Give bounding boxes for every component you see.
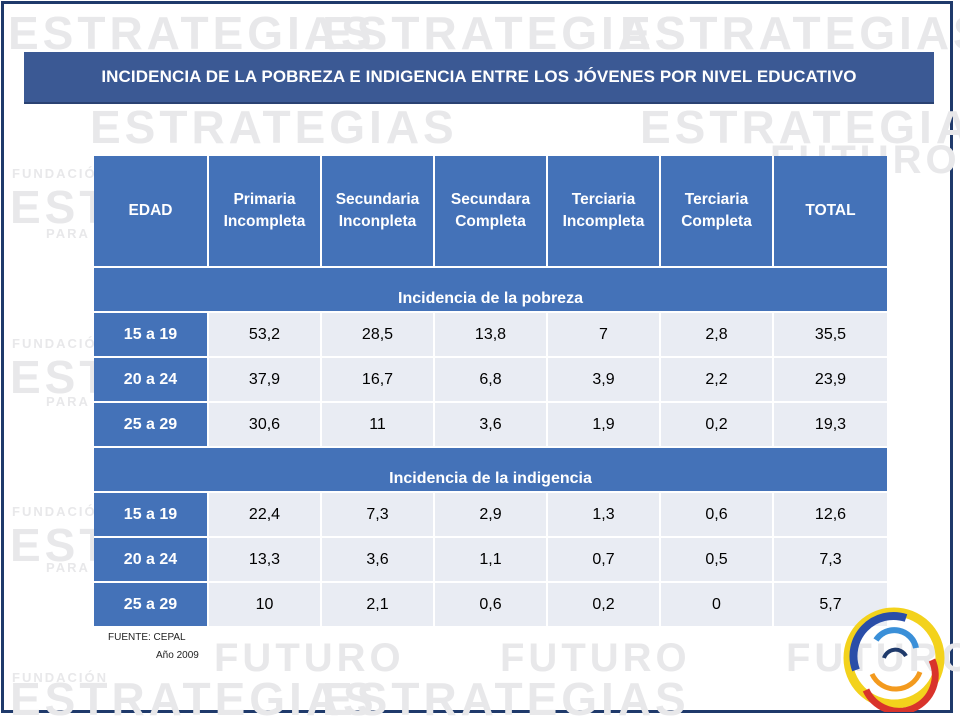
watermark-strategies: ESTRATEGIAS — [10, 673, 378, 720]
total-cell: 12,6 — [772, 491, 887, 537]
value-cell: 7,3 — [320, 491, 434, 537]
value-cell: 0,6 — [659, 491, 773, 537]
section-title: Incidencia de la pobreza — [94, 266, 887, 312]
header-tertiary-complete: Terciaria Completa — [659, 156, 773, 267]
value-cell: 1,9 — [546, 401, 660, 447]
age-cell: 20 a 24 — [94, 536, 208, 582]
watermark-foundation: FUNDACIÓN — [12, 336, 108, 351]
total-cell: 7,3 — [772, 536, 887, 582]
watermark-future: FUTURO — [786, 636, 960, 680]
watermark-strategies: ESTRATEGIAS — [8, 7, 376, 59]
value-cell: 3,9 — [546, 356, 660, 402]
watermark-foundation: FUNDACIÓN — [12, 504, 108, 519]
header-secondary-complete: Secundara Completa — [433, 156, 547, 267]
age-cell: 15 a 19 — [94, 311, 208, 357]
section-row-indigence: Incidencia de la indigencia — [94, 446, 887, 492]
poverty-table: EDAD Primaria Incompleta Secundaria Inco… — [94, 156, 887, 626]
value-cell: 0,2 — [659, 401, 773, 447]
table-row: 20 a 24 13,3 3,6 1,1 0,7 0,5 7,3 — [94, 536, 887, 582]
table-row: 25 a 29 10 2,1 0,6 0,2 0 5,7 — [94, 581, 887, 626]
table-row: 15 a 19 22,4 7,3 2,9 1,3 0,6 12,6 — [94, 491, 887, 537]
total-cell: 19,3 — [772, 401, 887, 447]
watermark-future: FUTURO — [500, 636, 691, 680]
table-row: 25 a 29 30,6 11 3,6 1,9 0,2 19,3 — [94, 401, 887, 447]
value-cell: 3,6 — [320, 536, 434, 582]
value-cell: 0,5 — [659, 536, 773, 582]
watermark-strategies: ESTRATEGIAS — [90, 101, 458, 153]
value-cell: 53,2 — [207, 311, 321, 357]
age-cell: 15 a 19 — [94, 491, 208, 537]
value-cell: 2,1 — [320, 581, 434, 626]
slide-title: INCIDENCIA DE LA POBREZA E INDIGENCIA EN… — [101, 67, 857, 86]
value-cell: 3,6 — [433, 401, 547, 447]
title-bar: INCIDENCIA DE LA POBREZA E INDIGENCIA EN… — [24, 52, 934, 104]
watermark-strategies: ESTRATEGIAS — [620, 7, 960, 59]
value-cell: 0,7 — [546, 536, 660, 582]
value-cell: 2,9 — [433, 491, 547, 537]
header-tertiary-incomplete: Terciaria Incompleta — [546, 156, 660, 267]
watermark-strategies: ESTRATEGIAS — [640, 101, 960, 153]
value-cell: 16,7 — [320, 356, 434, 402]
section-title: Incidencia de la indigencia — [94, 446, 887, 492]
value-cell: 37,9 — [207, 356, 321, 402]
value-cell: 6,8 — [433, 356, 547, 402]
value-cell: 22,4 — [207, 491, 321, 537]
source-note: FUENTE: CEPAL Año 2009 — [108, 629, 199, 665]
value-cell: 7 — [546, 311, 660, 357]
header-total: TOTAL — [772, 156, 887, 267]
value-cell: 1,1 — [433, 536, 547, 582]
watermark-strategies: ESTRATEGIAS — [322, 7, 690, 59]
total-cell: 35,5 — [772, 311, 887, 357]
value-cell: 11 — [320, 401, 434, 447]
value-cell: 2,2 — [659, 356, 773, 402]
value-cell: 0,2 — [546, 581, 660, 626]
table-row: 15 a 19 53,2 28,5 13,8 7 2,8 35,5 — [94, 311, 887, 357]
watermark-strategies: ESTRATEGIAS — [322, 673, 690, 720]
age-cell: 25 a 29 — [94, 401, 208, 447]
value-cell: 10 — [207, 581, 321, 626]
header-primary-incomplete: Primaria Incompleta — [207, 156, 321, 267]
value-cell: 2,8 — [659, 311, 773, 357]
total-cell: 23,9 — [772, 356, 887, 402]
age-cell: 20 a 24 — [94, 356, 208, 402]
table-row: 20 a 24 37,9 16,7 6,8 3,9 2,2 23,9 — [94, 356, 887, 402]
value-cell: 0,6 — [433, 581, 547, 626]
watermark-future: FUTURO — [214, 636, 405, 680]
value-cell: 28,5 — [320, 311, 434, 357]
table-header-row: EDAD Primaria Incompleta Secundaria Inco… — [94, 156, 887, 267]
age-cell: 25 a 29 — [94, 581, 208, 626]
value-cell: 30,6 — [207, 401, 321, 447]
source-year: Año 2009 — [156, 650, 199, 661]
watermark-foundation: FUNDACIÓN — [12, 670, 108, 685]
value-cell: 13,3 — [207, 536, 321, 582]
value-cell: 1,3 — [546, 491, 660, 537]
header-age: EDAD — [94, 156, 208, 267]
header-secondary-incomplete: Secundaria Inconpleta — [320, 156, 434, 267]
section-row-poverty: Incidencia de la pobreza — [94, 266, 887, 312]
watermark-foundation: FUNDACIÓN — [12, 166, 108, 181]
value-cell: 0 — [659, 581, 773, 626]
value-cell: 13,8 — [433, 311, 547, 357]
source-label: FUENTE: CEPAL — [108, 632, 186, 643]
foundation-logo-icon — [843, 607, 945, 712]
